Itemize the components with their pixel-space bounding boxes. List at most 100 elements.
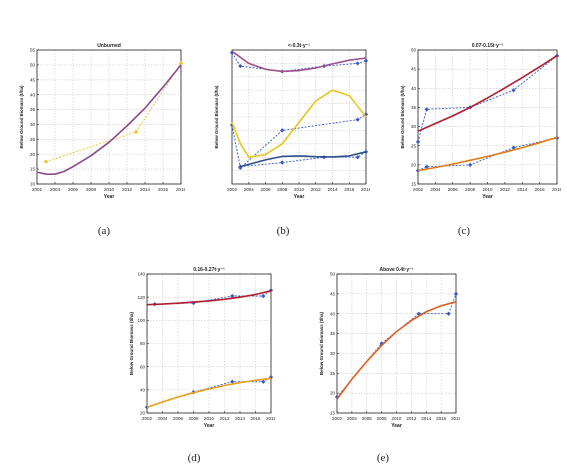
chart-panel-c: 2002 2004 2006 2008 2010 2012 2014 2016 2018 15 20… — [386, 38, 563, 208]
data-point — [133, 129, 139, 135]
y-tick-label: 15 — [30, 167, 36, 172]
y-tick-label: 50 — [30, 62, 36, 67]
chart-panel-a: 2002 2004 2006 2008 2010 2012 2014 2016 2018 10 15… — [5, 38, 187, 208]
x-tick-label: 2010 — [482, 187, 493, 192]
y-axis-label: Below Ground Biomass (t/ha) — [214, 85, 219, 149]
fit-line-3 — [231, 89, 367, 158]
x-tick-label: 2016 — [436, 416, 447, 421]
data-point — [355, 155, 360, 160]
x-tick-label: 2008 — [188, 416, 199, 421]
x-tick-label: 2004 — [347, 416, 358, 421]
x-tick-label: 2002 — [413, 187, 424, 192]
x-tick-label: 2016 — [344, 187, 355, 192]
chart-title: 0.16-0.27t·y⁻¹ — [193, 267, 225, 273]
x-tick-label: 2012 — [406, 416, 417, 421]
chart-svg-c: 2002 2004 2006 2008 2010 2012 2014 2016 2018 15 20… — [400, 43, 563, 200]
y-tick-label: 20 — [330, 391, 336, 396]
x-tick-label: 2016 — [535, 187, 546, 192]
y-tick-label: 15 — [330, 411, 336, 416]
data-point — [43, 159, 49, 164]
fit-line-1 — [417, 55, 558, 132]
x-tick-label: 2004 — [50, 187, 61, 192]
x-tick-label: 2014 — [517, 187, 528, 192]
x-tick-label: 2014 — [235, 416, 246, 421]
y-tick-label: 80 — [140, 341, 146, 346]
x-tick-label: 2006 — [260, 187, 271, 192]
y-tick-label: 50 — [330, 272, 336, 277]
x-tick-label: 2006 — [448, 187, 459, 192]
x-tick-label: 2012 — [122, 187, 133, 192]
x-tick-label: 2008 — [86, 187, 97, 192]
y-tick-label: 20 — [140, 411, 146, 416]
chart-title: Unburned — [97, 43, 121, 49]
caption-c: (c) — [457, 225, 471, 237]
x-axis-label: Year — [104, 194, 115, 200]
y-axis-label: Below Ground Biomass (t/ha) — [129, 312, 134, 376]
y-tick-label: 35 — [330, 331, 336, 336]
y-tick-label: 140 — [137, 272, 145, 277]
y-tick-label: 50 — [411, 48, 417, 53]
y-tick-label: 15 — [411, 182, 417, 187]
x-tick-label: 2008 — [465, 187, 476, 192]
caption-b: (b) — [276, 225, 290, 237]
x-tick-label: 2016 — [250, 416, 261, 421]
chart-svg-d: 2002 2004 2006 2008 2010 2012 2014 2016 2018 20 40… — [129, 267, 277, 429]
data-point — [178, 61, 184, 66]
x-tick-label: 2012 — [311, 187, 322, 192]
x-tick-label: 2016 — [158, 187, 169, 192]
x-tick-label: 2018 — [176, 187, 185, 192]
y-tick-label: 45 — [330, 291, 336, 296]
chart-title: 0.07-0.15t·y⁻¹ — [472, 43, 504, 49]
x-tick-label: 2008 — [377, 416, 388, 421]
x-tick-label: 2014 — [327, 187, 338, 192]
x-tick-label: 2012 — [219, 416, 230, 421]
x-tick-label: 2002 — [142, 416, 153, 421]
x-axis-label: Year — [482, 194, 493, 200]
y-tick-label: 30 — [30, 122, 36, 127]
chart-svg-b: 2002 2004 2006 2008 2010 2012 2014 2016 2018 <-0.… — [214, 43, 372, 200]
y-tick-label: 35 — [411, 105, 417, 110]
y-tick-label: 25 — [411, 143, 417, 148]
chart-panel-e: 2002 2004 2006 2008 2010 2012 2014 2016 2018 15 20… — [305, 262, 462, 437]
fit-line-5 — [240, 151, 367, 168]
data-point — [238, 63, 243, 69]
chart-title: Above 0.4t·y⁻¹ — [379, 267, 413, 273]
y-tick-label: 25 — [30, 137, 36, 142]
x-tick-label: 2002 — [332, 416, 343, 421]
y-tick-label: 40 — [330, 311, 336, 316]
y-tick-label: 40 — [30, 92, 36, 97]
chart-panel-d: 2002 2004 2006 2008 2010 2012 2014 2016 2018 20 40… — [115, 262, 277, 437]
y-axis-label: Below Ground Biomass (t/ha) — [19, 85, 24, 149]
chart-svg-e: 2002 2004 2006 2008 2010 2012 2014 2016 2018 15 20… — [319, 267, 462, 429]
y-tick-label: 20 — [411, 162, 417, 167]
fit-line-1 — [336, 301, 457, 400]
y-tick-label: 55 — [30, 48, 36, 53]
y-tick-label: 40 — [140, 387, 146, 392]
x-tick-label: 2010 — [104, 187, 115, 192]
y-axis-label: Below Ground Biomass (t/ha) — [400, 85, 405, 149]
y-tick-label: 30 — [330, 351, 336, 356]
y-tick-label: 20 — [30, 152, 36, 157]
x-tick-label: 2014 — [140, 187, 151, 192]
x-tick-label: 2018 — [451, 416, 460, 421]
x-tick-label: 2014 — [421, 416, 432, 421]
y-tick-label: 45 — [30, 77, 36, 82]
x-tick-label: 2018 — [266, 416, 275, 421]
x-tick-label: 2004 — [430, 187, 441, 192]
x-tick-label: 2004 — [157, 416, 168, 421]
x-axis-label: Year — [294, 194, 305, 200]
y-tick-label: 30 — [411, 124, 417, 129]
caption-d: (d) — [187, 452, 201, 464]
x-tick-label: 2018 — [361, 187, 370, 192]
y-tick-label: 35 — [30, 107, 36, 112]
y-tick-label: 10 — [30, 182, 36, 187]
y-tick-label: 120 — [137, 295, 145, 300]
y-tick-label: 40 — [411, 86, 417, 91]
chart-title: <-0.3t·y⁻¹ — [288, 43, 310, 49]
y-tick-label: 45 — [411, 67, 417, 72]
x-tick-label: 2004 — [244, 187, 255, 192]
x-axis-label: Year — [391, 423, 402, 429]
x-tick-label: 2006 — [68, 187, 79, 192]
caption-a: (a) — [97, 225, 111, 237]
y-tick-label: 25 — [330, 371, 336, 376]
